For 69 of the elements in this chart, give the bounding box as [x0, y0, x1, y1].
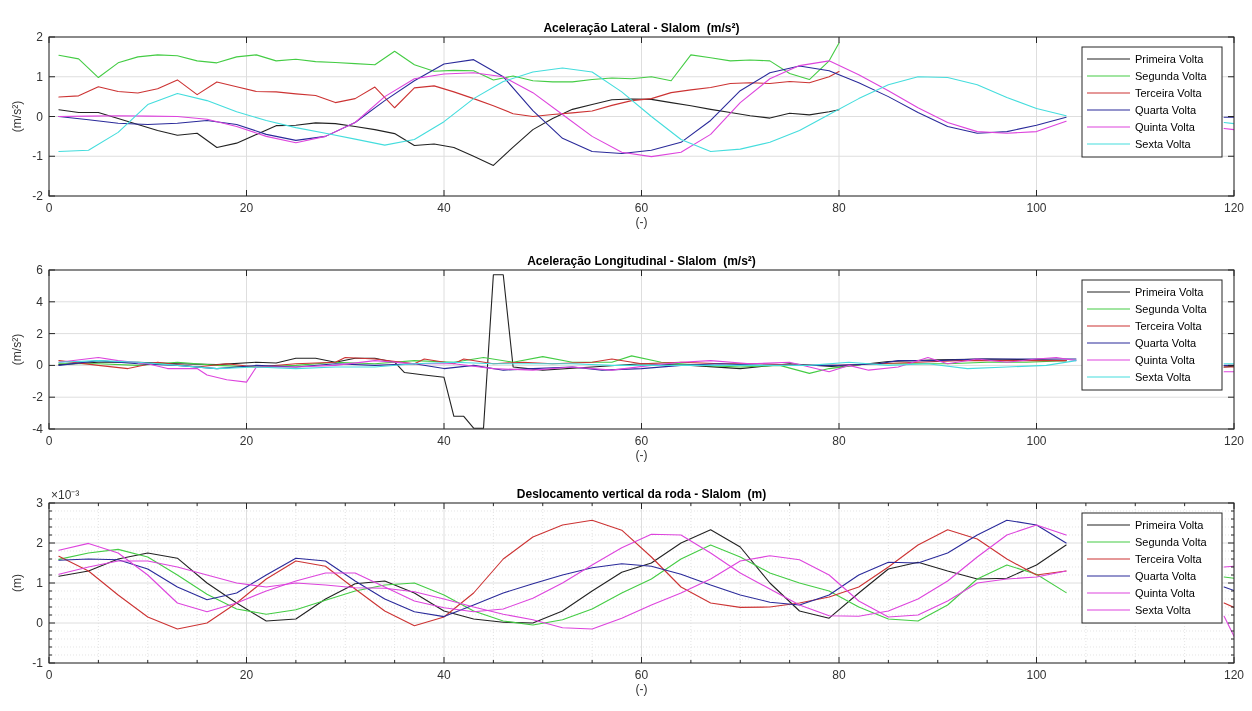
x-tick-label: 120 [1223, 668, 1245, 682]
line-series [58, 529, 1067, 624]
x-tick-label: 120 [1223, 434, 1245, 448]
x-tick-label: 60 [634, 434, 649, 448]
legend-label: Primeira Volta [1135, 286, 1205, 298]
x-tick-label: 60 [634, 668, 649, 682]
series-label: Quinta Volta [1135, 354, 1196, 366]
x-tick-label: 0 [45, 201, 53, 215]
legend-label: Segunda Volta [1135, 536, 1208, 548]
y-tick-label: 0 [36, 616, 44, 630]
y-tick-label: 0 [36, 109, 44, 124]
x-tick-label: 120 [1223, 201, 1245, 215]
y-axis-title: (m/s²) [10, 333, 24, 366]
y-tick-label: 2 [36, 536, 44, 550]
legend-label: Sexta Volta [1135, 138, 1192, 150]
x-tick-label: 100 [1026, 201, 1047, 215]
y-tick-label: 2 [36, 326, 44, 341]
x-axis-title: (-) [635, 448, 648, 462]
legend-label: Segunda Volta [1135, 303, 1208, 315]
legend-label: Quinta Volta [1135, 587, 1196, 599]
text: ×10⁻³ [51, 488, 80, 502]
x-tick-label: 40 [437, 434, 451, 448]
y-tick-label: 3 [36, 496, 44, 510]
y-tick-label: 6 [36, 263, 44, 277]
x-tick-label: 0 [45, 434, 53, 448]
x-tick-label: 100 [1026, 668, 1047, 682]
legend-label: Segunda Volta [1135, 70, 1208, 82]
line-series [58, 71, 840, 118]
chart-title: Deslocamento vertical da roda - Slalom (m) [516, 487, 767, 501]
x-tick-label: 100 [1026, 434, 1047, 448]
legend-label: Terceira Volta [1135, 320, 1203, 332]
legend-label: Terceira Volta [1135, 87, 1203, 99]
x-tick-label: 80 [832, 434, 846, 448]
legend-label: Primeira Volta [1135, 53, 1205, 65]
y-tick-label: -4 [32, 422, 44, 436]
y-tick-label: -2 [32, 390, 44, 405]
x-tick-label: 80 [832, 201, 846, 215]
y-tick-label: 1 [36, 576, 44, 590]
y-axis-title: (m/s²) [10, 100, 24, 133]
chart-title: Aceleração Longitudinal - Slalom (m/s²) [527, 254, 756, 268]
y-tick-label: 4 [36, 294, 44, 309]
y-tick-label: -1 [32, 149, 44, 164]
x-tick-label: 20 [239, 201, 254, 215]
legend-label: Primeira Volta [1135, 519, 1205, 531]
x-axis-title: (-) [635, 215, 648, 229]
chart-title: Aceleração Lateral - Slalom (m/s²) [543, 21, 740, 35]
y-tick-label: 0 [36, 358, 44, 373]
x-tick-label: 20 [239, 668, 254, 682]
x-tick-label: 60 [634, 201, 649, 215]
legend-label: Quarta Volta [1135, 570, 1198, 582]
line-series [58, 98, 840, 166]
legend-label: Sexta Volta [1135, 604, 1192, 616]
legend-label: Terceira Volta [1135, 553, 1203, 565]
y-tick-label: 2 [36, 30, 44, 44]
x-axis-title: (-) [635, 682, 648, 696]
legend-label: Quarta Volta [1135, 104, 1198, 116]
legend-label: Sexta Volta [1135, 371, 1192, 383]
x-tick-label: 0 [45, 668, 53, 682]
y-tick-label: -2 [32, 189, 44, 203]
legend-label: Quarta Volta [1135, 337, 1198, 349]
y-axis-title: (m) [10, 574, 24, 592]
x-tick-label: 40 [437, 201, 451, 215]
y-tick-label: -1 [32, 656, 44, 670]
y-tick-label: 1 [36, 69, 44, 84]
x-tick-label: 80 [832, 668, 846, 682]
x-tick-label: 40 [437, 668, 451, 682]
line-series [58, 42, 840, 83]
series-label: Quinta Volta [1135, 121, 1196, 133]
x-tick-label: 20 [239, 434, 254, 448]
